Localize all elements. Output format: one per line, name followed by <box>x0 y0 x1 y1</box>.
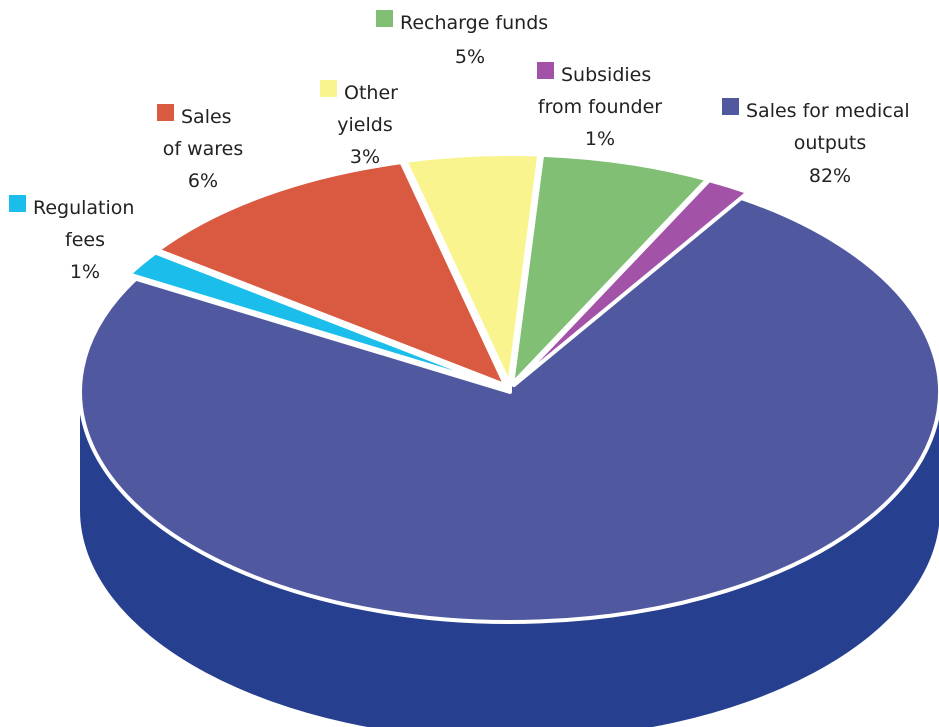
pie-label-5: Recharge funds 5% <box>376 10 548 68</box>
pie-label-line-2-1: Regulation <box>33 197 134 219</box>
pie-label-pct-2: 1% <box>70 261 100 283</box>
legend-swatch-3 <box>157 104 174 121</box>
pie-label-line-5-1: Recharge funds <box>400 12 548 34</box>
legend-swatch-6 <box>537 62 554 79</box>
pie-label-line-2-2: fees <box>65 229 105 251</box>
pie-label-line-6-2: from founder <box>538 96 662 118</box>
pie-slice-1 <box>78 160 939 624</box>
pie-label-line-3-2: of wares <box>163 138 244 160</box>
pie-label-line-1-2: outputs <box>794 132 867 154</box>
pie-slice-5 <box>510 152 710 387</box>
pie-label-4: Other yields 3% <box>320 80 398 168</box>
pie-slice-3 <box>155 160 508 388</box>
legend-swatch-4 <box>320 80 337 97</box>
pie-slice-4 <box>403 152 542 387</box>
pie-slice-6 <box>512 178 751 388</box>
pie-sides <box>80 392 939 727</box>
pie-label-line-4-2: yields <box>337 114 392 136</box>
pie-label-pct-4: 3% <box>350 146 380 168</box>
legend-swatch-1 <box>722 98 739 115</box>
pie-label-6: Subsidies from founder 1% <box>537 62 662 150</box>
pie-label-pct-6: 1% <box>585 128 615 150</box>
pie-label-line-4-1: Other <box>344 82 398 104</box>
pie-slices <box>78 152 939 624</box>
pie-label-pct-3: 6% <box>188 170 218 192</box>
pie-label-line-3-1: Sales <box>181 106 232 128</box>
pie-label-1: Sales for medical outputs 82% <box>722 98 910 187</box>
pie-label-line-1-1: Sales for medical <box>746 100 910 122</box>
legend-swatch-2 <box>9 195 26 212</box>
pie-label-2: Regulation fees 1% <box>9 195 134 283</box>
pie-label-3: Sales of wares 6% <box>157 104 243 192</box>
pie-labels: Sales for medical outputs 82% Regulation fee… <box>9 10 910 283</box>
pie-label-line-6-1: Subsidies <box>561 64 651 86</box>
legend-swatch-5 <box>376 10 393 27</box>
pie-slice-side-1 <box>80 392 939 727</box>
pie-label-pct-1: 82% <box>809 165 851 187</box>
pie-label-pct-5: 5% <box>455 46 485 68</box>
pie-slice-2 <box>127 250 506 390</box>
